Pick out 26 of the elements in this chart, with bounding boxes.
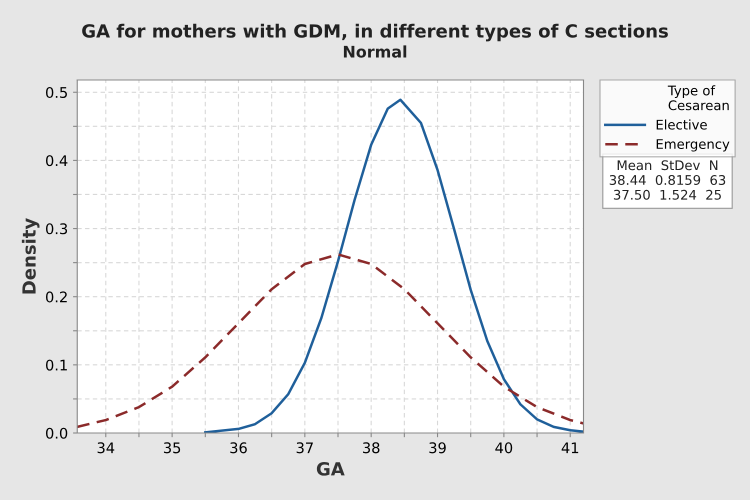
x-tick-label: 39 [429, 442, 446, 454]
y-tick-label: 0.0 [46, 428, 68, 439]
x-tick-label: 36 [230, 442, 247, 454]
text: 37.50 1.524 25 [614, 190, 721, 200]
chart-title: GA for mothers with GDM, in different types of C sections [82, 24, 668, 42]
x-tick-label: 35 [164, 442, 180, 454]
x-axis-title: GA [316, 462, 345, 476]
y-tick-label: 0.5 [46, 86, 67, 98]
y-tick-label: 0.4 [46, 155, 68, 166]
y-tick-label: 0.2 [46, 291, 67, 302]
y-axis-title: Density [22, 218, 40, 294]
x-tick-label: 38 [363, 442, 380, 454]
text: Mean StDev N [618, 160, 718, 170]
chart-subtitle: Normal [344, 45, 406, 58]
x-tick-label: 37 [296, 442, 313, 454]
x-tick-label: 40 [495, 442, 512, 454]
line-series [77, 253, 584, 428]
x-tick-label: 41 [562, 442, 578, 454]
legend-label: Elective [656, 119, 707, 130]
y-tick-label: 0.1 [46, 360, 67, 371]
legend-title: Type of Cesarean [668, 85, 729, 110]
text: 38.44 0.8159 63 [610, 175, 726, 185]
y-tick-label: 0.3 [46, 223, 68, 234]
line-series [204, 98, 584, 433]
legend-label: Emergency [656, 139, 730, 152]
x-tick-label: 34 [98, 442, 114, 454]
